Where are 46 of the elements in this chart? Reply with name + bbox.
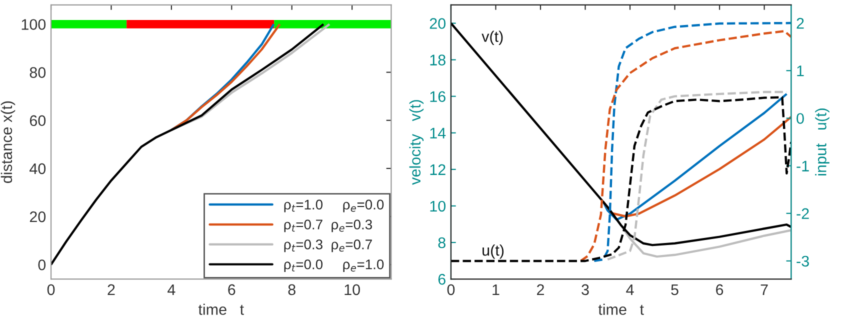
y2-tick-label: -2 <box>796 208 809 219</box>
y2-tick-label: -1 <box>796 160 809 172</box>
y-tick-label: 10 <box>430 200 446 212</box>
annotation: v(t) <box>482 30 503 45</box>
y2-axis-title: input u(t) <box>815 108 830 176</box>
y-tick-label: 14 <box>430 128 446 138</box>
y-tick-label: 16 <box>430 91 446 102</box>
x-tick-label: 7 <box>760 284 768 295</box>
x-tick-label: 4 <box>626 284 634 295</box>
y-tick-label: 0 <box>38 259 46 270</box>
x-tick-label: 10 <box>344 284 360 296</box>
y2-tick-label: 2 <box>796 18 804 29</box>
x-tick-label: 2 <box>108 284 115 295</box>
y2-tick-label: -3 <box>796 256 809 267</box>
y-tick-label: 20 <box>430 18 446 29</box>
legend-label: ρ$_{t}$=0.3 ρ$_{e}$=0.7 <box>284 240 372 252</box>
y-tick-label: 60 <box>30 115 46 126</box>
y-axis-title: velocity v(t) <box>409 100 424 185</box>
y-axis-title: distance x(t) <box>0 101 16 183</box>
y-tick-label: 40 <box>30 163 46 174</box>
x-tick-label: 2 <box>537 284 544 295</box>
y-tick-label: 8 <box>438 237 446 248</box>
x-tick-label: 0 <box>447 284 455 296</box>
y-tick-label: 80 <box>30 67 46 78</box>
x-axis-title: time t <box>598 304 644 315</box>
line-series <box>602 92 788 221</box>
x-axis-title: time t <box>198 304 244 315</box>
x-tick-label: 1 <box>492 284 500 295</box>
y-tick-label: 20 <box>30 211 46 222</box>
legend-label: ρ$_{t}$=0.7 ρ$_{e}$=0.3 <box>284 220 372 232</box>
legend-label: ρ$_{t}$=0.0 ρ$_{e}$=1.0 <box>284 259 384 272</box>
y-tick-label: 100 <box>22 19 46 30</box>
x-tick-label: 6 <box>228 284 236 296</box>
annotation: u(t) <box>482 244 504 259</box>
x-tick-label: 0 <box>47 284 55 296</box>
y-tick-label: 12 <box>430 164 446 175</box>
legend-label: ρ$_{t}$=1.0 ρ$_{e}$=0.0 <box>284 200 384 212</box>
x-tick-label: 3 <box>582 284 589 296</box>
y2-tick-label: 1 <box>797 66 804 76</box>
x-tick-label: 6 <box>716 284 724 296</box>
x-tick-label: 5 <box>671 284 678 296</box>
x-tick-label: 4 <box>168 284 176 295</box>
y-tick-label: 18 <box>430 54 446 66</box>
y2-tick-label: 0 <box>796 113 804 124</box>
x-tick-label: 8 <box>288 284 296 296</box>
y-tick-label: 6 <box>438 274 446 285</box>
